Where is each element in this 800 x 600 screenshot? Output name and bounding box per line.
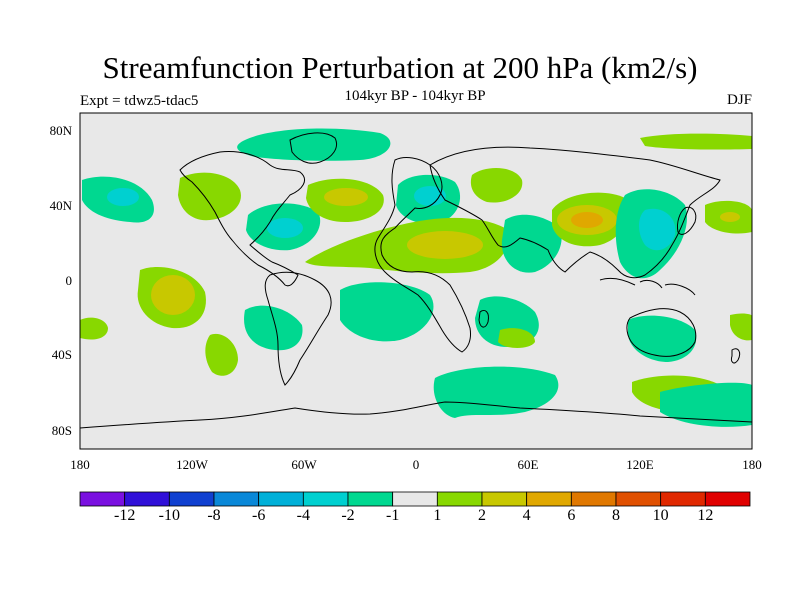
contour-region [730, 313, 752, 341]
x-tick-label: 180 [742, 457, 762, 472]
contour-region [107, 188, 139, 206]
x-tick-label: 120W [176, 457, 209, 472]
x-tick-label: 0 [413, 457, 420, 472]
x-tick-label: 60W [291, 457, 317, 472]
contour-region [660, 382, 752, 427]
colorbar-swatch [481, 491, 528, 507]
coastlines [80, 132, 752, 429]
contour-region [498, 328, 535, 348]
colorbar-swatch [392, 491, 438, 507]
x-tick-label: 60E [518, 457, 539, 472]
contour-region [414, 186, 446, 206]
map-title: Streamfunction Perturbation at 200 hPa (… [102, 50, 698, 85]
contour-region [407, 231, 483, 259]
season-label: DJF [726, 92, 752, 108]
coastline-europe-africa [374, 157, 471, 353]
colorbar-swatch [526, 491, 572, 507]
colorbar-tick-label: -8 [207, 507, 221, 524]
colorbar-tick-label: 1 [433, 507, 442, 524]
map-frame [79, 112, 753, 450]
contour-region [501, 214, 562, 273]
coastline-australia [626, 308, 697, 357]
coastline-asia [429, 146, 721, 279]
contour-fills [80, 128, 752, 427]
x-axis: 180 120W 60W 0 60E 120E 180 [70, 457, 762, 472]
y-tick-label: 40S [52, 347, 72, 362]
colorbar [79, 491, 751, 507]
colorbar-swatch [660, 491, 706, 507]
colorbar-tick-label: 10 [652, 507, 669, 524]
colorbar-tick-label: -12 [113, 507, 136, 524]
colorbar-swatch [570, 491, 617, 507]
colorbar-tick-label: 4 [522, 507, 531, 524]
coastline-north-america [179, 151, 305, 287]
colorbar-swatch [704, 491, 751, 507]
colorbar-swatch [302, 491, 349, 507]
colorbar-tick-label: 6 [567, 507, 576, 524]
contour-region [640, 133, 752, 150]
x-tick-label: 120E [626, 457, 654, 472]
colorbar-tick-label: -4 [296, 507, 310, 524]
contour-region [433, 366, 559, 418]
contour-region [324, 188, 368, 206]
colorbar-tick-label: 8 [612, 507, 620, 524]
x-tick-label: 180 [70, 457, 90, 472]
colorbar-tick-label: 12 [697, 507, 714, 524]
y-axis: 80N 40N 0 40S 80S [50, 123, 73, 438]
colorbar-swatch [258, 491, 304, 507]
experiment-label: Expt = tdwz5-tdac5 [80, 93, 199, 109]
colorbar-tick-label: 2 [478, 507, 486, 524]
coastline-antarctica [80, 401, 752, 429]
contour-region [571, 212, 603, 228]
contour-region [80, 317, 108, 340]
y-tick-label: 0 [66, 273, 73, 288]
coastline-indonesia [599, 277, 696, 296]
map-subtitle: 104kyr BP - 104kyr BP [344, 88, 486, 104]
colorbar-swatch [124, 491, 170, 507]
contour-region [470, 168, 523, 203]
colorbar-swatch [79, 491, 126, 507]
coastline-south-america [264, 271, 332, 386]
contour-region [237, 128, 391, 161]
colorbar-swatch [436, 491, 483, 507]
coastline-japan [677, 206, 697, 235]
y-tick-label: 80S [52, 423, 72, 438]
contour-region [267, 218, 303, 238]
colorbar-tick-label: -10 [158, 507, 180, 524]
contour-region [205, 333, 238, 376]
contour-region [305, 217, 509, 274]
contour-region [151, 275, 195, 315]
colorbar-tick-label: -1 [385, 507, 400, 524]
y-tick-label: 40N [50, 198, 73, 213]
colorbar-swatch [213, 491, 260, 507]
colorbar-swatch [168, 491, 215, 507]
colorbar-tick-label: -2 [341, 507, 355, 524]
y-tick-label: 80N [50, 123, 73, 138]
colorbar-tick-label: -6 [251, 507, 266, 524]
colorbar-swatch [347, 491, 394, 507]
contour-region [340, 282, 434, 342]
contour-region [720, 212, 740, 222]
contour-region [628, 315, 697, 362]
colorbar-swatch [615, 491, 662, 507]
contour-region [244, 305, 303, 351]
contour-region [638, 208, 676, 251]
coastline-new-zealand [731, 348, 741, 364]
coastline-greenland [289, 132, 337, 164]
contour-region [178, 172, 241, 221]
coastline-madagascar [478, 309, 489, 328]
